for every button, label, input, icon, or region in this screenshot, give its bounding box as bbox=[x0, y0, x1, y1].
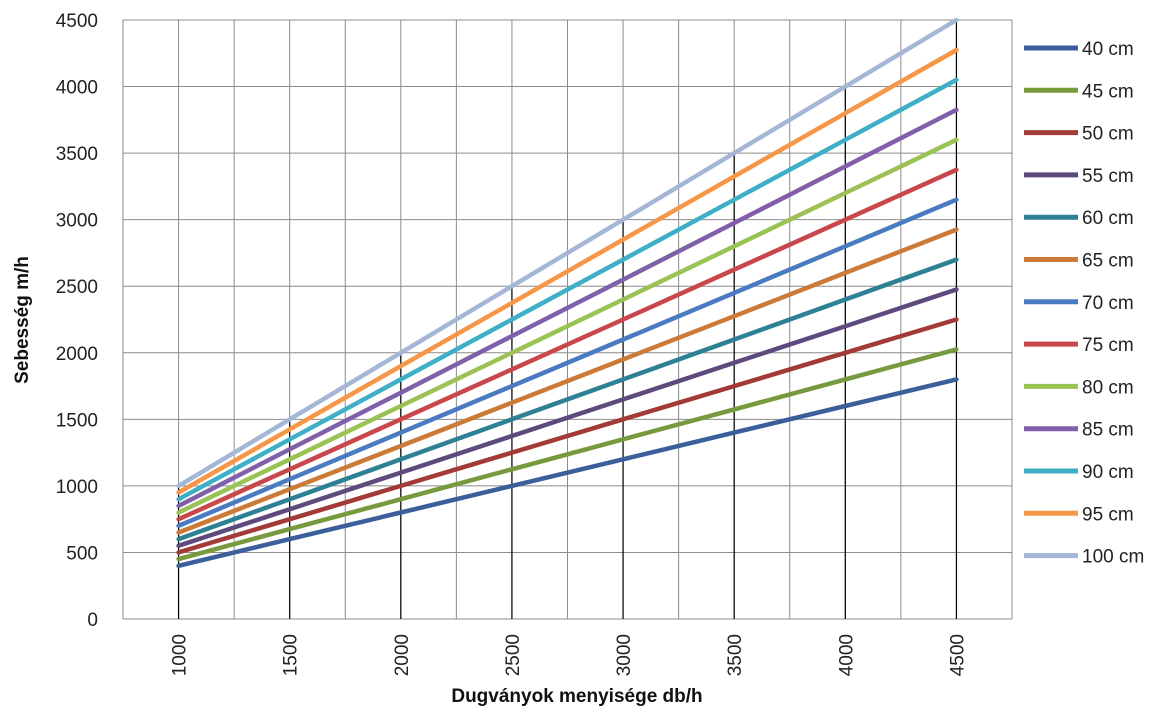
series-line-60cm bbox=[176, 257, 959, 542]
y-axis-title: Sebesség m/h bbox=[12, 256, 33, 384]
legend-label: 70 cm bbox=[1082, 293, 1134, 314]
y-tick-label: 1500 bbox=[56, 410, 98, 431]
y-tick-label: 4500 bbox=[56, 11, 98, 32]
x-tick-label: 2500 bbox=[503, 634, 524, 676]
y-tick-label: 3000 bbox=[56, 211, 98, 232]
x-tick-label: 4500 bbox=[947, 634, 968, 676]
series-line-55cm bbox=[176, 287, 959, 549]
legend-label: 45 cm bbox=[1082, 81, 1134, 102]
legend-label: 40 cm bbox=[1082, 39, 1134, 60]
y-tick-label: 3500 bbox=[56, 144, 98, 165]
legend-label: 50 cm bbox=[1082, 124, 1134, 145]
x-tick-label: 3500 bbox=[725, 634, 746, 676]
legend-label: 90 cm bbox=[1082, 462, 1134, 483]
legend-label: 95 cm bbox=[1082, 504, 1134, 525]
series-line-85cm bbox=[176, 107, 959, 509]
x-axis-title: Dugványok menyisége db/h bbox=[451, 686, 702, 707]
series-line-70cm bbox=[176, 197, 959, 529]
series-line-65cm bbox=[176, 227, 959, 535]
y-tick-labels: 0 500 1000 1500 2000 2500 3000 3500 4000 4500 bbox=[56, 11, 98, 631]
y-tick-label: 2000 bbox=[56, 344, 98, 365]
series-line-90cm bbox=[176, 77, 959, 502]
y-tick-label: 2500 bbox=[56, 277, 98, 298]
y-tick-label: 4000 bbox=[56, 78, 98, 99]
x-tick-labels: 1000 1500 2000 2500 3000 3500 4000 4500 bbox=[170, 634, 969, 676]
x-tick-label: 1000 bbox=[170, 634, 191, 676]
legend-label: 55 cm bbox=[1082, 166, 1134, 187]
series-lines bbox=[176, 17, 959, 569]
y-tick-label: 0 bbox=[87, 610, 98, 631]
series-line-100cm bbox=[176, 17, 959, 489]
series-line-50cm bbox=[176, 317, 959, 555]
legend: 40 cm 45 cm 50 cm 55 cm 60 cm 65 cm 70 cm 75 cm… bbox=[1024, 39, 1144, 568]
legend-label: 100 cm bbox=[1082, 547, 1144, 568]
legend-label: 80 cm bbox=[1082, 377, 1134, 398]
series-line-95cm bbox=[176, 47, 959, 495]
x-tick-label: 3000 bbox=[614, 634, 635, 676]
legend-label: 75 cm bbox=[1082, 335, 1134, 356]
y-tick-label: 500 bbox=[66, 543, 98, 564]
legend-label: 60 cm bbox=[1082, 208, 1134, 229]
legend-label: 85 cm bbox=[1082, 420, 1134, 441]
y-tick-label: 1000 bbox=[56, 477, 98, 498]
x-tick-label: 4000 bbox=[836, 634, 857, 676]
x-tick-label: 1500 bbox=[281, 634, 302, 676]
legend-label: 65 cm bbox=[1082, 251, 1134, 272]
series-line-45cm bbox=[176, 347, 959, 562]
series-line-75cm bbox=[176, 167, 959, 522]
series-line-80cm bbox=[176, 137, 959, 515]
series-line-40cm bbox=[176, 377, 959, 569]
x-tick-label: 2000 bbox=[392, 634, 413, 676]
